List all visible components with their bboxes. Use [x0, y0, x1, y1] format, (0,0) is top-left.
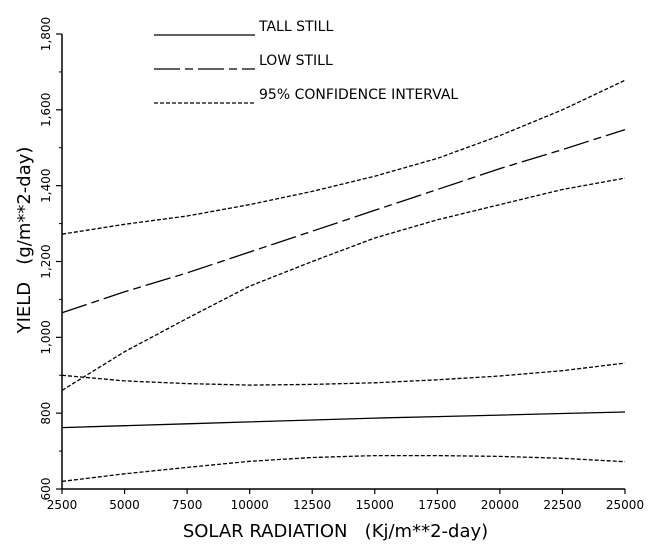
y-ticks: 600 800 1,000 1,200 1,400 1,600 1,800	[39, 17, 62, 501]
x-tick-label: 25000	[606, 498, 644, 512]
x-axis-title: SOLAR RADIATION (Kj/m**2-day)	[183, 521, 488, 542]
y-tick-label: 1,400	[39, 168, 53, 202]
plot-lines	[61, 79, 626, 483]
y-tick-label: 1,800	[39, 17, 53, 51]
series-line-shortdash	[61, 177, 626, 391]
y-tick-label: 600	[39, 478, 53, 501]
y-axis-title: YIELD (g/m**2-day)	[14, 147, 35, 335]
x-ticks: 2500 5000 7500 10000 12500 15000 17500 20000 225…	[47, 489, 644, 512]
x-tick-label: 12500	[293, 498, 331, 512]
x-tick-label: 5000	[109, 498, 140, 512]
x-tick-label: 22500	[543, 498, 581, 512]
legend-label: 95% CONFIDENCE INTERVAL	[259, 87, 458, 103]
series-line-shortdash	[61, 454, 626, 483]
x-tick-label: 7500	[172, 498, 203, 512]
x-tick-label: 10000	[231, 498, 269, 512]
y-tick-label: 1,600	[39, 93, 53, 127]
legend-label: LOW STILL	[259, 53, 333, 69]
series-line-shortdash	[61, 79, 626, 235]
x-tick-label: 15000	[356, 498, 394, 512]
legend: TALL STILL LOW STILL 95% CONFIDENCE INTERV…	[154, 19, 458, 104]
series-line-shortdash	[61, 362, 626, 386]
x-tick-label: 17500	[418, 498, 456, 512]
y-tick-label: 1,000	[39, 320, 53, 354]
y-tick-label: 1,200	[39, 244, 53, 278]
y-tick-label: 800	[39, 402, 53, 425]
x-tick-label: 20000	[481, 498, 519, 512]
series-line-longdash	[61, 128, 626, 314]
series-line-solid	[61, 411, 626, 429]
x-tick-label: 2500	[47, 498, 78, 512]
legend-label: TALL STILL	[258, 19, 333, 35]
